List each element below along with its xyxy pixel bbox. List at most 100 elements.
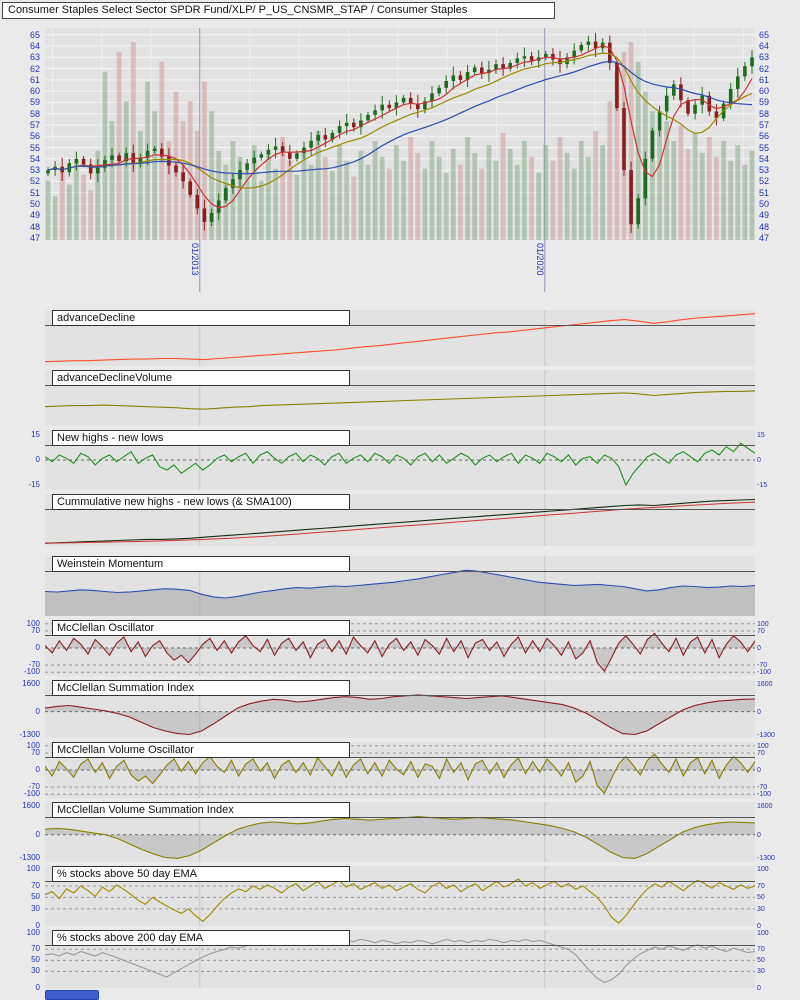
panel-weinstein-momentum: Weinstein Momentum [0, 556, 800, 616]
price-axis-tick-left: 61 [29, 74, 40, 85]
panel-axis-tick-right: 0 [757, 457, 761, 464]
panel-axis-tick-left: 50 [31, 892, 40, 902]
main-chart-region: 65 65 64 64 63 63 62 62 61 61 60 60 59 59 58 58 57 57 56 56… [0, 28, 800, 243]
panel-axis-tick-right: -70 [757, 662, 768, 669]
panel-axis-tick-right: 50 [757, 894, 765, 902]
panel-axis-tick-left: 0 [35, 921, 40, 930]
panel-axis-tick-left: 30 [31, 966, 40, 976]
panel-label-mcclellan-summation-index: McClellan Summation Index [52, 680, 350, 696]
price-axis-tick-right: 47 [759, 232, 770, 243]
panel-label-new-highs-new-lows: New highs - new lows [52, 430, 350, 446]
panel-axis-tick-left: 100 [26, 618, 40, 628]
price-axis-tick-right: 58 [759, 108, 770, 119]
panel-axis-tick-right: 70 [757, 883, 765, 890]
price-axis-tick-left: 51 [29, 187, 40, 198]
price-axis-tick-right: 48 [759, 221, 770, 232]
panel-advance-decline-volume: advanceDeclineVolume [0, 370, 800, 426]
price-axis-tick-right: 54 [759, 153, 770, 164]
panel-axis-tick-right: 0 [757, 708, 761, 716]
panel-axis-tick-right: -100 [757, 791, 772, 799]
panel-label-weinstein-momentum: Weinstein Momentum [52, 556, 350, 572]
panel-axis-tick-right: 1600 [757, 802, 773, 810]
price-axis-tick-left: 62 [29, 63, 40, 74]
panel-axis-tick-left: 70 [31, 748, 40, 757]
price-axis-tick-right: 60 [759, 86, 770, 97]
panel-axis-tick-left: -1300 [19, 729, 40, 739]
panel-axis-tick-left: 0 [35, 455, 40, 464]
date-axis-label: 01/2013 [189, 243, 200, 276]
panel-label-pct-above-200-day-ema: % stocks above 200 day EMA [52, 930, 350, 946]
price-axis-tick-left: 56 [29, 131, 40, 142]
panel-label-advance-decline: advanceDecline [52, 310, 350, 326]
panel-axis-tick-right: 100 [757, 929, 769, 937]
price-axis-tick-left: 48 [29, 221, 40, 232]
panel-axis-tick-left: 50 [31, 955, 40, 965]
panel-axis-tick-right: -1300 [757, 731, 775, 739]
panel-axis-tick-left: 0 [35, 765, 40, 774]
panel-axis-tick-left: 0 [35, 829, 40, 839]
date-axis-label: 01/2020 [534, 243, 545, 276]
price-axis-tick-left: 64 [29, 41, 40, 51]
panel-mcclellan-volume-oscillator: McClellan Volume Oscillator 100 100 70 70 0 0-… [0, 740, 800, 799]
panel-axis-tick-right: 100 [757, 742, 769, 750]
panel-axis-tick-left: 100 [26, 927, 40, 937]
price-axis-tick-right: 52 [759, 176, 770, 187]
date-axis: 01/2013 01/2020 [0, 240, 800, 302]
panel-axis-tick-left: 30 [31, 903, 40, 913]
panel-axis-tick-right: 30 [757, 968, 765, 976]
price-axis-tick-left: 53 [29, 165, 40, 176]
price-axis-tick-right: 50 [759, 198, 770, 209]
panel-axis-tick-left: 100 [26, 740, 40, 750]
panel-axis-tick-right: 0 [757, 645, 761, 652]
panel-label-mcclellan-oscillator: McClellan Oscillator [52, 620, 350, 636]
price-axis-tick-left: 54 [29, 153, 40, 164]
panel-axis-tick-right: 50 [757, 957, 765, 965]
h-scrollbar-thumb[interactable] [45, 990, 99, 1000]
panel-axis-tick-right: 15 [757, 432, 765, 439]
panel-axis-tick-left: 15 [31, 430, 40, 439]
panel-axis-tick-left: 1600 [22, 800, 40, 810]
panel-axis-tick-right: 0 [757, 985, 761, 992]
price-axis-tick-right: 63 [759, 52, 770, 63]
price-plot[interactable] [45, 28, 755, 240]
price-axis-tick-left: 52 [29, 176, 40, 187]
price-axis-tick-right: 49 [759, 210, 770, 221]
price-axis-tick-right: 61 [759, 74, 770, 85]
panel-axis-tick-left: -100 [23, 667, 40, 677]
panel-label-mcclellan-volume-oscillator: McClellan Volume Oscillator [52, 742, 350, 758]
price-axis-tick-right: 56 [759, 131, 770, 142]
price-axis-tick-right: 57 [759, 120, 770, 130]
panel-mcclellan-volume-summation-index: McClellan Volume Summation Index 1600 1600… [0, 800, 800, 862]
price-axis-tick-left: 65 [29, 29, 40, 40]
price-axis-tick-right: 64 [759, 41, 770, 51]
panel-axis-tick-right: -15 [757, 482, 768, 489]
price-axis-tick-left: 49 [29, 210, 40, 221]
panel-axis-tick-left: 0 [35, 706, 40, 716]
panel-plot-mcclellan-summation-index[interactable] [45, 680, 755, 738]
chart-title-text: Consumer Staples Select Sector SPDR Fund… [8, 4, 468, 16]
panel-axis-tick-left: -70 [28, 660, 40, 669]
panel-axis-tick-right: 0 [757, 767, 761, 774]
price-axis-tick-right: 65 [759, 29, 770, 40]
panel-axis-tick-right: 70 [757, 750, 765, 757]
price-axis-tick-left: 60 [29, 86, 40, 97]
price-axis-tick-left: 58 [29, 108, 40, 119]
price-axis-tick-left: 55 [29, 142, 40, 153]
panel-axis-tick-left: -100 [23, 789, 40, 799]
price-axis-tick-left: 47 [29, 232, 40, 243]
price-axis-tick-right: 62 [759, 63, 770, 74]
panel-axis-tick-left: 70 [31, 944, 40, 954]
price-axis-tick-right: 59 [759, 97, 770, 108]
panel-axis-tick-left: 0 [35, 983, 40, 992]
panel-axis-tick-left: 100 [26, 863, 40, 873]
panel-axis-tick-left: 0 [35, 643, 40, 652]
panel-advance-decline: advanceDecline [0, 310, 800, 366]
panel-axis-tick-right: -70 [757, 784, 768, 791]
panel-label-pct-above-50-day-ema: % stocks above 50 day EMA [52, 866, 350, 882]
panel-pct-above-50-day-ema: % stocks above 50 day EMA 100 100 70 70 50 50 3… [0, 863, 800, 930]
panel-axis-tick-right: 70 [757, 946, 765, 954]
price-axis-tick-right: 55 [759, 142, 770, 153]
panel-axis-tick-left: -70 [28, 782, 40, 791]
panel-axis-tick-right: 0 [757, 923, 761, 930]
price-axis-tick-left: 63 [29, 52, 40, 63]
